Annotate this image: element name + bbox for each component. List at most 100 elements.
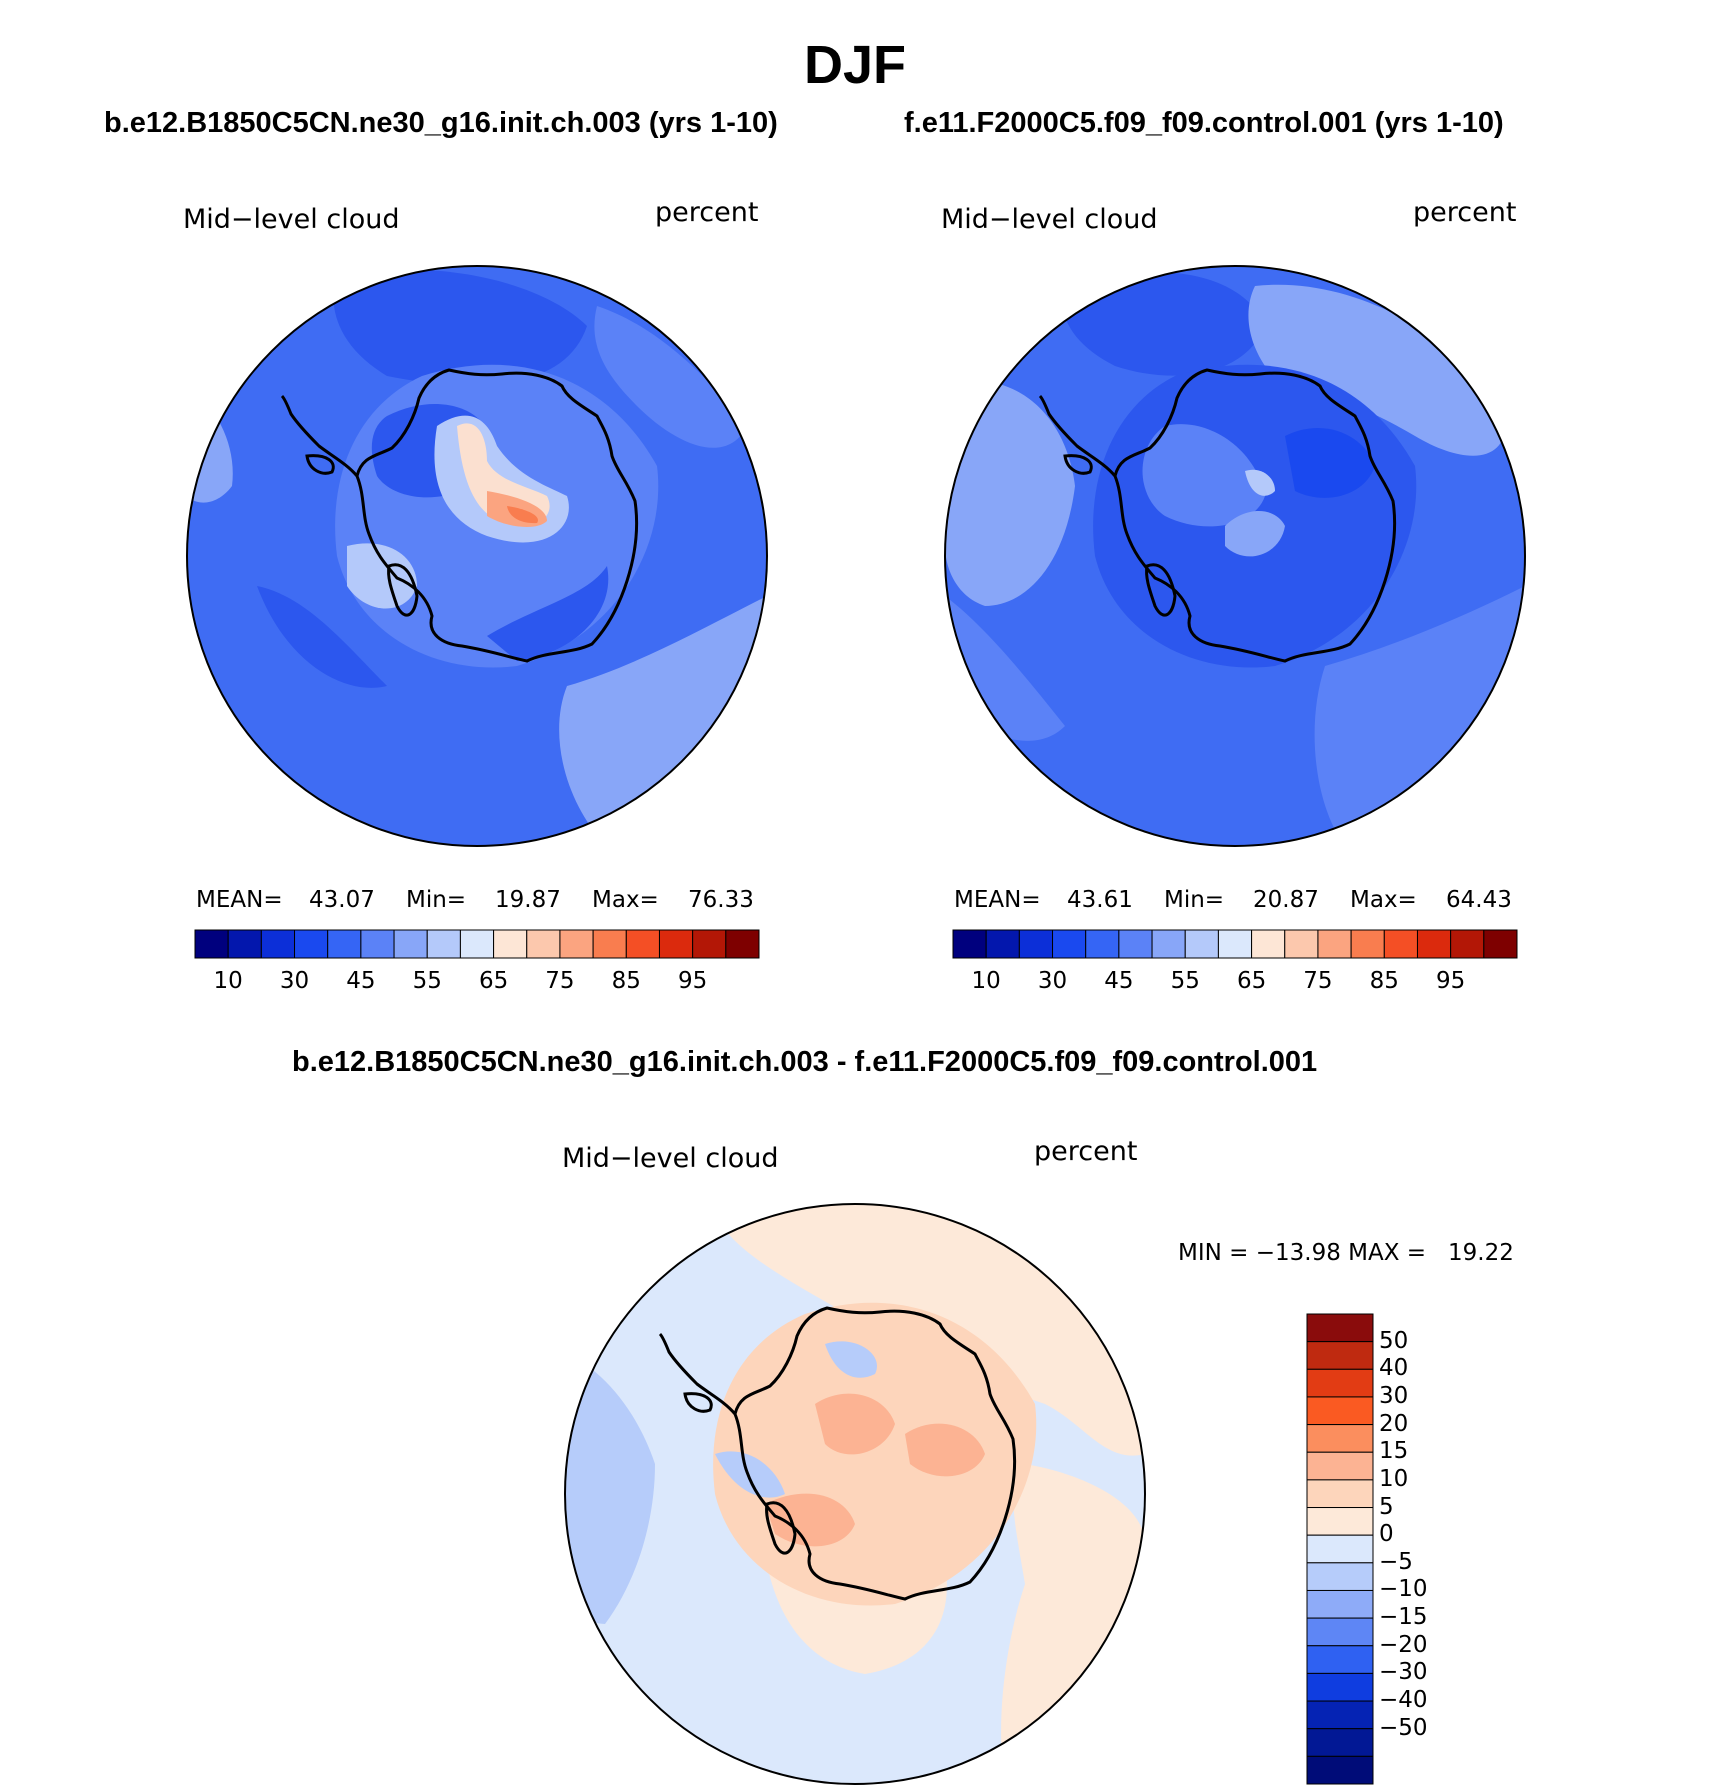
panel2-colorbar-tick-label: 55 [1170,968,1200,994]
panel1-variable-label: Mid−level cloud [183,204,400,235]
panel2-units-label: percent [1413,197,1517,228]
panel1-colorbar-tick-label: 65 [478,968,509,994]
panel2-colorbar-swatch [1284,929,1319,959]
panel2-colorbar-swatch [1383,929,1418,959]
panel2-colorbar-tick-label: 75 [1303,968,1333,994]
panel1-colorbar-swatch [327,929,362,959]
panel2-colorbar-swatch [1018,929,1054,959]
panel2-min-label: Min= [1164,887,1225,913]
diff-variable-label: Mid−level cloud [562,1143,779,1174]
panel1-colorbar-tick-label: 85 [611,968,641,994]
panel2-colorbar-tick-label: 30 [1037,968,1068,994]
panel2-colorbar-swatch [1085,929,1120,959]
panel1-max-label: Max= [592,887,659,913]
diff-colorbar-tick-label: −15 [1379,1604,1428,1631]
diff-colorbar-swatch [1306,1341,1374,1370]
diff-colorbar [1306,1313,1374,1785]
panel1-colorbar-swatch [360,929,395,959]
panel1-units-label: percent [655,197,759,228]
panel1-colorbar-swatch [592,929,627,959]
diff-colorbar-tick-label: −10 [1379,1576,1428,1603]
panel1-colorbar-swatch [426,929,461,959]
panel1-colorbar-swatch [725,929,760,959]
diff-colorbar-swatch [1306,1645,1374,1674]
panel2-colorbar-tick-label: 65 [1236,968,1267,994]
diff-colorbar-swatch [1306,1728,1374,1757]
diff-colorbar-swatch [1306,1700,1374,1730]
panel1-colorbar-swatch [625,929,660,959]
season-title: DJF [803,35,906,95]
panel2-colorbar-swatch [1350,929,1385,959]
diff-colorbar-swatch [1306,1451,1374,1481]
panel2-colorbar-swatch [985,929,1020,959]
panel1-colorbar-tick-label: 95 [678,968,708,994]
diff-colorbar-swatch [1306,1424,1374,1453]
panel2-colorbar-swatch [1483,929,1518,959]
diff-colorbar-swatch [1306,1672,1374,1702]
panel2-colorbar-tick-label: 85 [1369,968,1399,994]
diff-colorbar-swatch [1306,1755,1374,1785]
diff-colorbar-tick-label: −5 [1379,1548,1413,1575]
panel2-polar-map [944,265,1526,847]
panel2-colorbar-swatch [1416,929,1452,959]
panel1-colorbar-tick-label: 75 [545,968,575,994]
panel2-colorbar-swatch [1118,929,1153,959]
panel2-colorbar-swatch [1251,929,1286,959]
panel1-min-value: 19.87 [495,887,561,913]
diff-units-label: percent [1034,1136,1138,1167]
panel1-case-title: b.e12.B1850C5CN.ne30_g16.init.ch.003 (yr… [104,107,778,139]
diff-colorbar-swatch [1306,1313,1374,1343]
panel2-colorbar-tick-label: 45 [1104,968,1134,994]
diff-colorbar-swatch [1306,1368,1374,1398]
panel2-colorbar-swatch [1184,929,1219,959]
panel2-variable-label: Mid−level cloud [941,204,1158,235]
panel1-mean-label: MEAN= [196,887,283,913]
panel2-colorbar-swatch [1450,929,1485,959]
panel1-min-label: Min= [406,887,467,913]
panel1-colorbar-swatch [692,929,727,959]
panel2-max-value: 64.43 [1446,887,1512,913]
panel2-colorbar-swatch [1317,929,1352,959]
panel2-colorbar-swatch [1151,929,1186,959]
panel1-colorbar-tick-label: 10 [213,968,243,994]
diff-colorbar-swatch [1306,1589,1374,1619]
panel1-colorbar-swatch [459,929,495,959]
diff-colorbar-tick-label: −20 [1379,1631,1428,1658]
diff-colorbar-swatch [1306,1562,1374,1591]
panel2-colorbar-swatch [952,929,987,959]
panel1-colorbar-swatch [260,929,296,959]
diff-colorbar-tick-label: 15 [1379,1438,1409,1465]
panel1-colorbar-swatch [526,929,561,959]
diff-colorbar-tick-label: −30 [1379,1659,1428,1686]
diff-title: b.e12.B1850C5CN.ne30_g16.init.ch.003 - f… [292,1046,1318,1078]
diff-colorbar-tick-label: 40 [1379,1355,1409,1382]
panel1-colorbar-swatch [559,929,594,959]
panel1-colorbar-swatch [493,929,528,959]
panel1-mean-value: 43.07 [309,887,375,913]
panel2-mean-value: 43.61 [1067,887,1133,913]
diff-colorbar-swatch [1306,1534,1374,1564]
diff-polar-map [564,1203,1146,1785]
panel2-mean-label: MEAN= [954,887,1041,913]
panel1-max-value: 76.33 [688,887,754,913]
diff-colorbar-tick-label: 20 [1379,1410,1409,1437]
panel1-polar-map [186,265,768,847]
panel2-min-value: 20.87 [1253,887,1319,913]
diff-colorbar-tick-label: −40 [1379,1687,1428,1714]
panel2-colorbar-swatch [1217,929,1253,959]
panel2-case-title: f.e11.F2000C5.f09_f09.control.001 (yrs 1… [904,107,1504,139]
panel1-colorbar-tick-label: 45 [346,968,376,994]
diff-colorbar-tick-label: 10 [1379,1465,1409,1492]
panel2-max-label: Max= [1350,887,1417,913]
diff-colorbar-tick-label: 30 [1379,1382,1409,1409]
panel2-colorbar-tick-label: 10 [971,968,1001,994]
panel1-colorbar-swatch [658,929,694,959]
diff-colorbar-tick-label: 0 [1379,1521,1394,1548]
panel1-colorbar-tick-label: 55 [412,968,442,994]
panel2-colorbar [952,929,1518,959]
diff-colorbar-tick-label: 5 [1379,1493,1394,1520]
panel2-colorbar-tick-label: 95 [1436,968,1466,994]
diff-colorbar-swatch [1306,1507,1374,1536]
diff-colorbar-swatch [1306,1479,1374,1509]
panel1-colorbar-swatch [294,929,329,959]
